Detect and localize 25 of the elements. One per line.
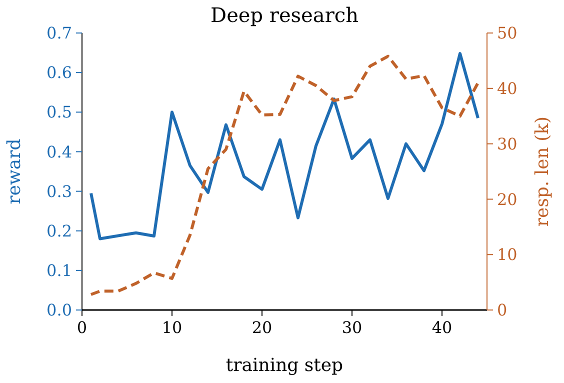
y2-tick-label: 40	[497, 79, 518, 98]
x-axis-title: training step	[226, 355, 344, 376]
y2-tick-label: 50	[497, 24, 518, 43]
y-tick-label: 0.4	[46, 142, 72, 162]
x-tick-label: 10	[162, 318, 182, 337]
y-tick-label: 0.6	[46, 63, 72, 82]
y2-tick-label: 20	[497, 190, 518, 209]
y-axis-title: reward	[4, 138, 25, 204]
y2-axis-title: resp. len (k)	[532, 116, 553, 227]
y-tick-label: 0.1	[46, 261, 72, 280]
x-tick-label: 20	[252, 318, 272, 337]
y-tick-label: 0.0	[46, 300, 72, 320]
line-series	[90, 54, 480, 296]
y2-tick-label: 0	[497, 300, 508, 320]
x-tick-label: 30	[342, 318, 362, 337]
x-tick-label: 0	[76, 318, 88, 337]
line-series	[90, 52, 480, 240]
y-tick-label: 0.5	[46, 102, 72, 122]
chart-title: Deep research	[210, 3, 359, 27]
y2-tick-label: 10	[497, 245, 518, 264]
y-tick-label: 0.2	[46, 221, 72, 240]
x-tick-label: 40	[432, 318, 452, 337]
y2-tick-label: 30	[497, 134, 518, 154]
y-tick-label: 0.7	[46, 24, 72, 43]
y-tick-label: 0.3	[46, 182, 72, 201]
